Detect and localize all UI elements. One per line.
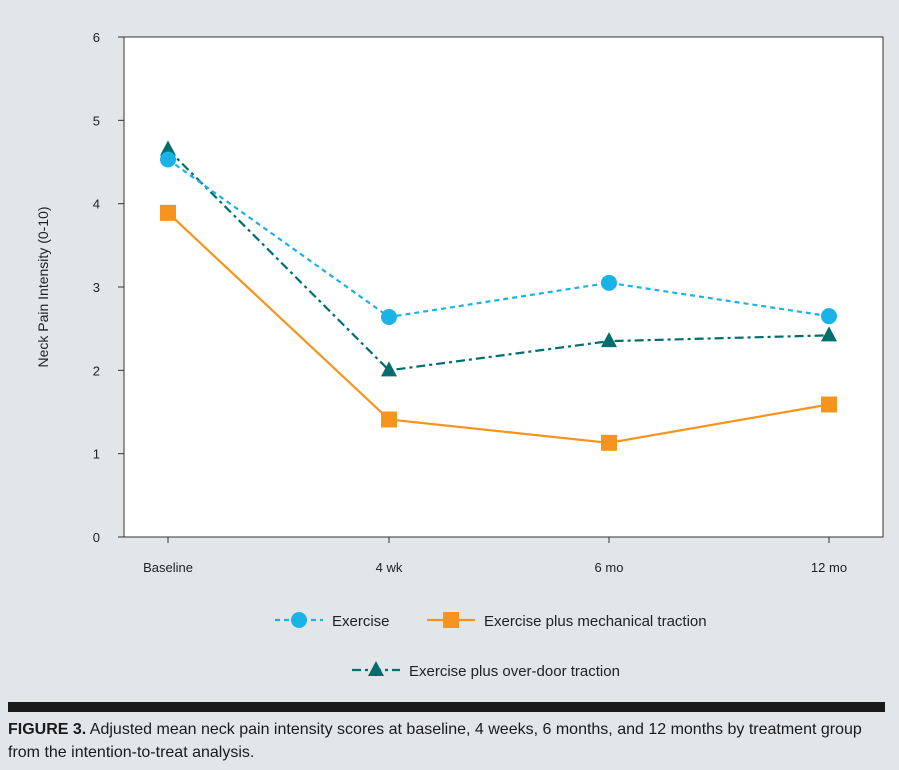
data-point bbox=[601, 274, 617, 291]
series-square bbox=[160, 204, 837, 451]
x-tick-label: 12 mo bbox=[811, 560, 847, 575]
axes: 0 1 2 3 4 5 6 Baseline 4 wk 6 mo 12 mo bbox=[93, 30, 847, 575]
y-tick-label: 4 bbox=[93, 197, 100, 212]
figure-caption: FIGURE 3. Adjusted mean neck pain intens… bbox=[8, 718, 883, 764]
legend-item: Exercise bbox=[275, 612, 390, 630]
series-group bbox=[160, 140, 837, 451]
legend: Exercise Exercise plus mechanical tractio… bbox=[275, 612, 707, 680]
series-line bbox=[167, 212, 830, 444]
data-point bbox=[381, 309, 397, 325]
x-tick-label: 6 mo bbox=[595, 560, 624, 575]
legend-marker bbox=[368, 661, 384, 676]
legend-label: Exercise plus over-door traction bbox=[409, 663, 620, 680]
data-point bbox=[821, 326, 837, 342]
data-point bbox=[821, 396, 837, 413]
y-tick-label: 5 bbox=[93, 113, 100, 128]
legend-item: Exercise plus over-door traction bbox=[352, 661, 620, 680]
legend-item: Exercise plus mechanical traction bbox=[427, 612, 707, 630]
caption-divider bbox=[8, 702, 885, 712]
plot-area bbox=[123, 36, 884, 538]
legend-label: Exercise plus mechanical traction bbox=[484, 613, 707, 630]
data-point bbox=[601, 434, 617, 451]
x-tick-label: 4 wk bbox=[376, 560, 403, 575]
line-chart: Neck Pain Intensity (0-10) 0 1 2 3 4 5 6 Baseli… bbox=[35, 30, 884, 680]
legend-marker bbox=[443, 612, 459, 628]
caption-label: FIGURE 3. bbox=[8, 721, 87, 738]
data-point bbox=[160, 151, 176, 168]
y-tick-label: 1 bbox=[93, 447, 100, 462]
caption-text: Adjusted mean neck pain intensity scores… bbox=[8, 721, 862, 761]
x-tick-label: Baseline bbox=[143, 560, 193, 575]
legend-label: Exercise bbox=[332, 613, 390, 630]
data-point bbox=[160, 204, 176, 221]
data-point bbox=[381, 411, 397, 428]
series-line bbox=[167, 158, 830, 319]
legend-marker bbox=[291, 612, 307, 628]
data-point bbox=[381, 361, 397, 377]
data-point bbox=[601, 332, 617, 348]
y-tick-label: 2 bbox=[93, 363, 100, 378]
series-triangle bbox=[160, 140, 837, 377]
data-point bbox=[821, 308, 837, 325]
data-point bbox=[160, 140, 176, 156]
y-tick-label: 3 bbox=[93, 280, 100, 295]
y-tick-label: 0 bbox=[93, 530, 100, 545]
series-line bbox=[167, 148, 830, 372]
y-tick-label: 6 bbox=[93, 30, 100, 45]
series-circle bbox=[160, 151, 837, 325]
y-axis-label: Neck Pain Intensity (0-10) bbox=[35, 206, 51, 367]
